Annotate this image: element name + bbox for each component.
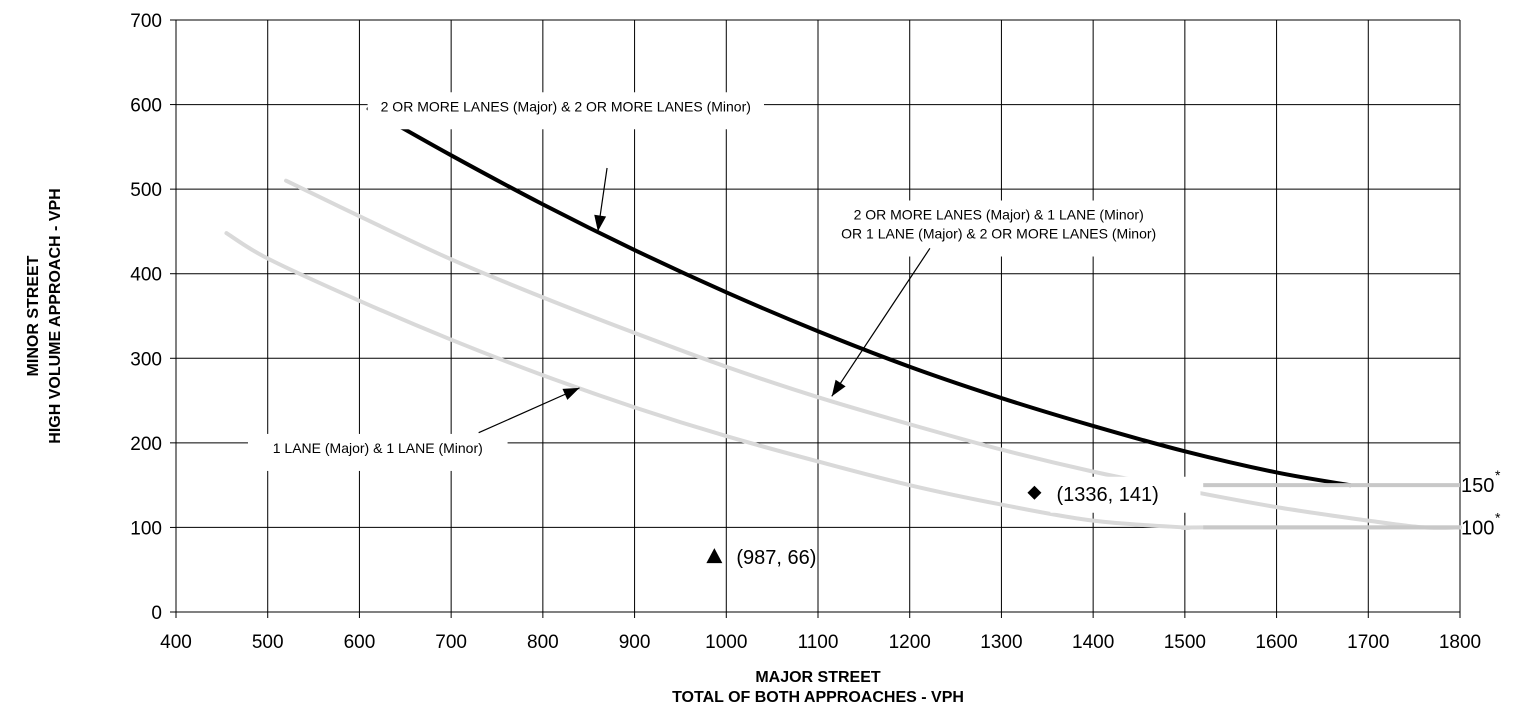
annotation-arrow-line [478,387,580,434]
y-tick-label: 500 [130,180,162,201]
y-tick-label: 200 [130,434,162,455]
x-tick-label: 1300 [980,632,1022,653]
point-marker-triangle [706,548,723,564]
label-boxes [247,92,1201,513]
annotation-arrowhead [594,214,607,232]
reference-marker-100: * [1495,509,1501,525]
x-tick-label: 1600 [1255,632,1297,653]
x-tick-label: 1500 [1164,632,1206,653]
tick-labels: 400 500 600 700 800 900 1000 1100 1200 1300 1400 15… [130,11,1481,653]
reference-label-150: 150 [1461,475,1494,497]
point-label: (1336, 141) [1056,484,1158,506]
curve-label-2: 2 OR MORE LANES (Major) & 1 LANE (Minor) [854,207,1144,223]
x-tick-label: 1100 [798,632,839,653]
annotation-arrowhead [831,379,846,397]
x-tick-label: 600 [344,632,376,653]
annotation-box [823,200,1175,257]
y-tick-label: 0 [151,603,162,624]
curve-annotations: 2 OR MORE LANES (Major) & 2 OR MORE LANE… [273,98,1156,456]
point-marker-diamond [1027,485,1042,500]
reference-label-100: 100 [1461,517,1494,539]
series-line-1 [366,106,1352,488]
y-tick-label: 700 [130,11,162,32]
x-tick-label: 400 [160,632,192,653]
x-tick-label: 500 [252,632,284,653]
annotation-box [247,433,508,471]
x-tick-label: 1800 [1439,632,1481,653]
curve-label-3: 1 LANE (Major) & 1 LANE (Minor) [273,440,483,456]
curves [224,106,1462,530]
y-tick-label: 300 [130,349,162,370]
series-line-3 [224,231,1462,530]
y-axis-title-line1: MINOR STREET [25,255,42,376]
point-label-box [1050,476,1201,513]
y-tick-label: 100 [130,518,162,539]
y-tick-label: 600 [130,96,162,117]
x-tick-label: 1400 [1072,632,1114,653]
y-axis-title-line2: HIGH VOLUME APPROACH - VPH [47,188,64,443]
x-axis-title-line2: TOTAL OF BOTH APPROACHES - VPH [672,689,964,706]
x-tick-label: 1200 [889,632,931,653]
x-tick-label: 1700 [1347,632,1389,653]
reference-marker-150: * [1495,467,1501,483]
axis-titles: MAJOR STREET TOTAL OF BOTH APPROACHES - V… [25,188,964,706]
annotation-box [367,92,764,130]
x-tick-label: 900 [619,632,651,653]
curve-label-1: 2 OR MORE LANES (Major) & 2 OR MORE LANE… [381,98,751,114]
annotation-arrowhead [562,387,580,400]
reference-lines: 150 *100 * [1203,467,1501,539]
x-tick-label: 800 [527,632,559,653]
curve-label-2: OR 1 LANE (Major) & 2 OR MORE LANES (Min… [841,226,1156,242]
point-label: (987, 66) [736,547,816,569]
annotation-arrow-line [831,248,931,397]
y-tick-label: 400 [130,265,162,286]
x-tick-label: 1000 [705,632,747,653]
x-tick-label: 700 [435,632,467,653]
series-line-2 [284,178,1462,530]
data-points: (1336, 141) (987, 66) [706,484,1159,569]
x-axis-title-line1: MAJOR STREET [755,669,881,686]
grid [170,19,1461,618]
